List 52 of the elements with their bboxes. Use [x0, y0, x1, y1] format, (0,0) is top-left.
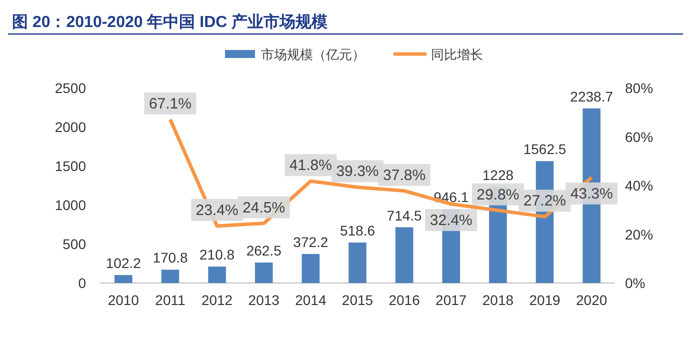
bar [302, 254, 320, 283]
data-label: 67.1% [148, 95, 192, 112]
chart-title: 图 20：2010-2020 年中国 IDC 产业市场规模 [12, 13, 328, 31]
y2-tick-label: 20% [625, 226, 654, 242]
data-label: 170.8 [152, 250, 188, 266]
data-label: 262.5 [246, 242, 282, 259]
y-tick-label: 0 [78, 275, 86, 291]
data-label: 714.5 [386, 207, 422, 224]
bar [114, 275, 132, 283]
bar [208, 266, 226, 283]
y2-tick-label: 60% [625, 128, 654, 145]
y2-tick-label: 40% [625, 178, 654, 194]
data-label: 39.3% [336, 163, 379, 180]
x-tick-label: 2015 [342, 292, 374, 308]
data-label: 41.8% [289, 157, 332, 174]
y-tick-label: 1500 [54, 158, 86, 174]
x-tick-label: 2011 [155, 292, 186, 308]
data-label: 1228 [482, 167, 514, 184]
legend-label: 同比增长 [431, 47, 483, 62]
data-label: 29.8% [476, 186, 520, 204]
data-label: 24.5% [242, 199, 286, 216]
y-tick-label: 500 [62, 236, 86, 252]
data-label: 518.6 [340, 222, 376, 239]
legend-label: 市场规模（亿元） [261, 47, 365, 62]
x-tick-label: 2012 [201, 292, 233, 308]
x-tick-label: 2017 [436, 292, 467, 308]
data-label: 210.8 [200, 246, 235, 263]
x-tick-label: 2010 [108, 292, 140, 308]
x-tick-label: 2018 [482, 292, 514, 308]
y-tick-label: 1000 [54, 197, 86, 213]
bar [254, 262, 273, 283]
data-label: 43.3% [570, 185, 613, 202]
y-tick-label: 2000 [54, 119, 86, 135]
data-label: 1562.5 [523, 141, 566, 158]
x-tick-label: 2020 [576, 292, 608, 308]
data-label: 372.2 [293, 234, 328, 250]
data-label: 2238.7 [570, 88, 614, 104]
y2-tick-label: 0% [625, 275, 646, 291]
data-label: 37.8% [383, 166, 426, 184]
data-label: 27.2% [524, 192, 566, 210]
y2-tick-label: 80% [625, 80, 654, 96]
x-tick-label: 2016 [388, 292, 420, 308]
bar [161, 270, 180, 283]
x-tick-label: 2014 [295, 292, 326, 308]
bar [348, 242, 366, 283]
bar [395, 227, 414, 283]
x-tick-label: 2019 [529, 292, 561, 308]
y-tick-label: 2500 [54, 80, 86, 96]
x-tick-label: 2013 [248, 292, 280, 308]
data-label: 102.2 [106, 255, 142, 272]
data-label: 23.4% [196, 202, 238, 219]
data-label: 32.4% [430, 212, 472, 230]
